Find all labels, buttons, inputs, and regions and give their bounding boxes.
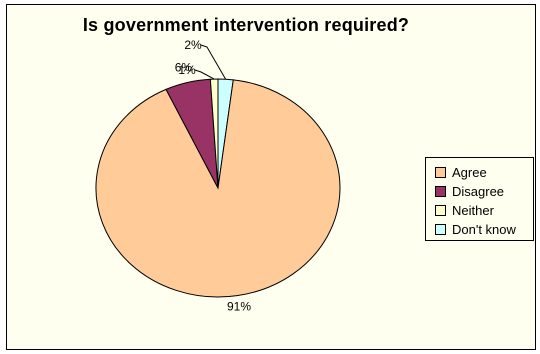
data-label-neither: 1% [178, 63, 196, 77]
chart-legend: Agree Disagree Neither Don't know [425, 157, 534, 241]
legend-swatch-neither [435, 205, 446, 216]
legend-item-disagree: Disagree [435, 182, 533, 201]
legend-swatch-agree [435, 167, 446, 178]
legend-item-agree: Agree [435, 163, 533, 182]
leader-line-don-t-know [200, 44, 227, 80]
legend-item-neither: Neither [435, 201, 533, 220]
leader-line-neither [194, 69, 215, 80]
pie-slice-agree [95, 79, 341, 298]
pie-slice-neither [209, 78, 219, 189]
data-label-agree: 91% [227, 299, 251, 313]
legend-label-neither: Neither [452, 203, 494, 218]
data-label-disagree: 6% [175, 61, 193, 75]
data-label-don-t-know: 2% [184, 38, 202, 52]
legend-swatch-dont-know [435, 224, 446, 235]
legend-item-dont-know: Don't know [435, 220, 533, 239]
legend-label-dont-know: Don't know [452, 222, 516, 237]
chart-title: Is government intervention required? [82, 15, 410, 35]
legend-label-disagree: Disagree [452, 184, 505, 199]
legend-swatch-disagree [435, 186, 446, 197]
legend-label-agree: Agree [452, 165, 487, 180]
